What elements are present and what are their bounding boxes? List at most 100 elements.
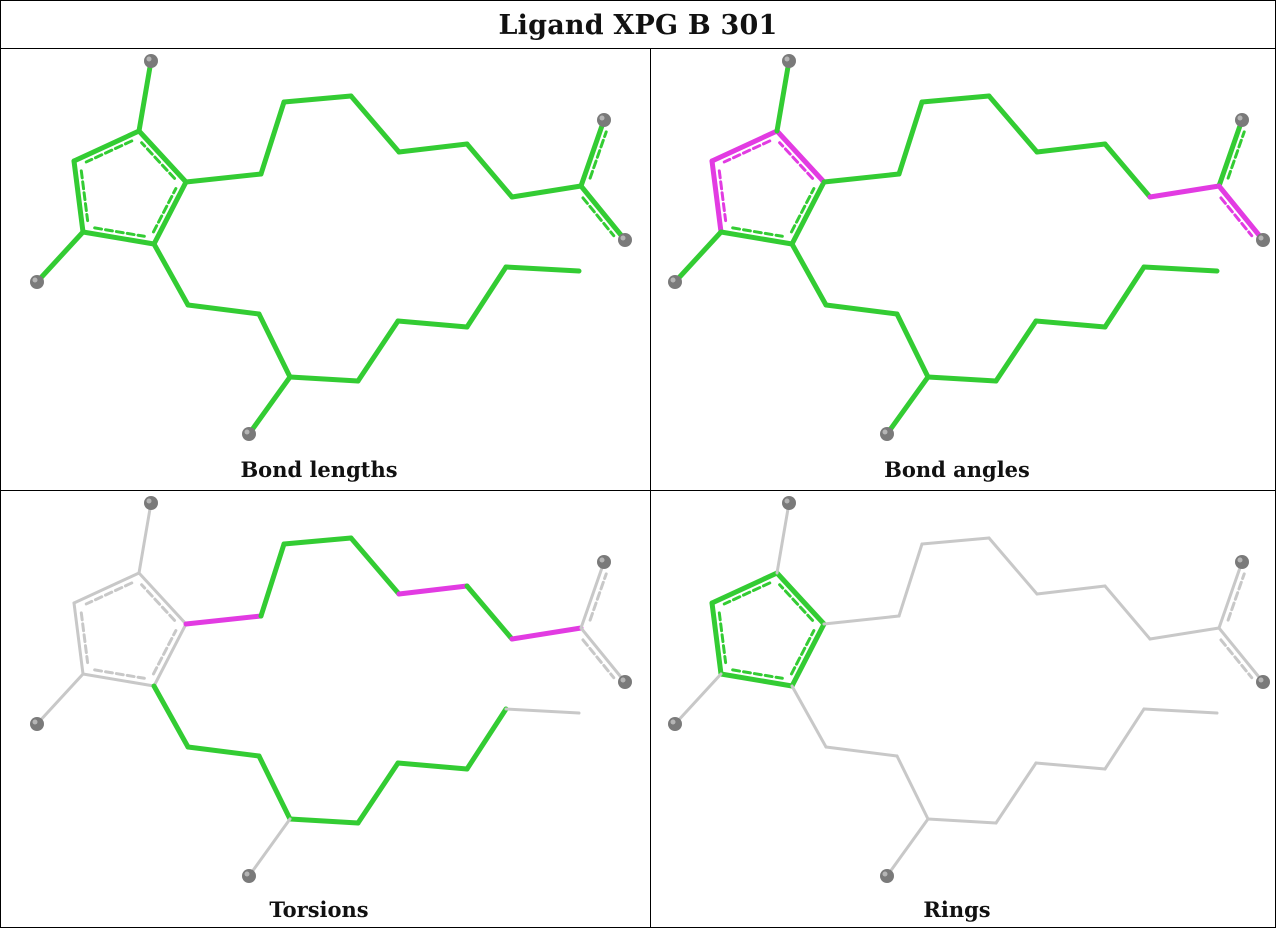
- bond-c4-c5: [396, 141, 470, 155]
- bond-d1-d2: [185, 302, 262, 317]
- atom-highlight: [1258, 235, 1264, 241]
- bond-c4-c5: [396, 583, 470, 597]
- atom-sphere: [618, 233, 632, 247]
- bond-c5-c6: [1102, 141, 1153, 200]
- atom-highlight: [1237, 115, 1243, 121]
- bond-d6-d7: [464, 706, 509, 772]
- double-bond-r4-r5: [151, 629, 178, 676]
- atom-sphere: [880, 427, 894, 441]
- bond-d7-d8: [503, 264, 582, 274]
- double-bond-c7-a1: [1226, 130, 1246, 180]
- double-bond-r2-r3: [717, 611, 728, 665]
- double-bond-r4-r5: [789, 187, 816, 234]
- bond-c5-c6: [1103, 584, 1152, 641]
- bond-r4-d1: [151, 683, 191, 750]
- bond-r1-r2: [709, 570, 780, 606]
- double-bond-r3-r4: [731, 668, 784, 680]
- bond-r3-lA: [672, 229, 724, 285]
- double-bond-r1-r2: [722, 139, 772, 164]
- bond-c7-a1: [579, 560, 606, 630]
- double-bond-r4-r5: [151, 187, 178, 234]
- bond-d1-d2: [823, 302, 900, 317]
- atom-sphere: [1235, 113, 1249, 127]
- molecule-image-bond-angles: [668, 54, 1270, 441]
- bond-d7-d8: [504, 707, 581, 715]
- molecule-image-rings: [668, 496, 1270, 883]
- bond-c2-c3: [920, 536, 991, 546]
- bond-c6-c7: [1148, 626, 1221, 641]
- panel-torsions: Torsions: [1, 491, 637, 931]
- bond-r3-r4: [718, 229, 795, 247]
- bond-c7-a2: [579, 626, 627, 684]
- bond-tA-r1: [775, 501, 791, 575]
- atom-highlight: [244, 871, 250, 877]
- double-bond-c7-a1: [588, 572, 608, 622]
- bond-d5-d6: [395, 760, 470, 772]
- bond-r1-r2: [71, 128, 142, 164]
- panel-caption: Torsions: [269, 897, 369, 922]
- double-bond-r5-r1: [778, 141, 815, 180]
- atom-sphere: [30, 717, 44, 731]
- bond-c5-c6: [464, 141, 515, 200]
- bond-r4-r5: [152, 622, 188, 688]
- double-bond-r5-r1: [140, 141, 177, 180]
- atom-sphere: [144, 54, 158, 68]
- bond-c2-c3: [281, 93, 354, 105]
- atom-sphere: [144, 496, 158, 510]
- bond-r5-c1: [822, 614, 901, 626]
- bond-d3-bA: [884, 374, 931, 437]
- double-bond-c7-a2: [581, 196, 616, 238]
- bond-r3-r4: [81, 672, 156, 688]
- bond-r1-r2: [72, 571, 141, 605]
- bond-r1-r2: [709, 128, 780, 164]
- panel-caption: Rings: [923, 897, 991, 922]
- double-bond-c7-a2: [1219, 196, 1254, 238]
- bond-c6-c7: [509, 625, 584, 642]
- atom-highlight: [620, 677, 626, 683]
- bond-d2-d3: [894, 311, 931, 380]
- title-cell: Ligand XPG B 301: [0, 0, 1276, 48]
- bond-c3-c4: [348, 93, 402, 155]
- bond-c7-a2: [578, 183, 628, 243]
- bond-tA-r1: [137, 501, 153, 575]
- bond-d1-d2: [824, 745, 899, 758]
- atom-sphere: [242, 427, 256, 441]
- atom-highlight: [1237, 557, 1243, 563]
- atom-sphere: [1235, 555, 1249, 569]
- bond-r5-c1: [183, 171, 264, 185]
- bond-c7-a1: [1217, 560, 1244, 630]
- atom-sphere: [242, 869, 256, 883]
- atom-highlight: [32, 277, 38, 283]
- double-bond-r5-r1: [140, 583, 177, 622]
- atom-highlight: [670, 277, 676, 283]
- atom-sphere: [1256, 675, 1270, 689]
- bond-d5-d6: [1034, 761, 1107, 771]
- bond-c5-c6: [464, 583, 515, 642]
- bond-r5-r1: [137, 571, 188, 626]
- atom-sphere: [782, 54, 796, 68]
- bond-c7-a2: [1217, 626, 1265, 684]
- double-bond-r3-r4: [731, 226, 784, 238]
- bond-d7-d8: [1141, 264, 1220, 274]
- bond-d3-d4: [287, 374, 361, 384]
- panel-bond-lengths: Bond lengths: [1, 49, 637, 489]
- table-rule-left: [0, 0, 1, 928]
- atom-sphere: [668, 275, 682, 289]
- bond-tA-r1: [136, 58, 154, 134]
- double-bond-r1-r2: [722, 581, 772, 606]
- bond-d4-d5: [994, 761, 1038, 825]
- bond-d4-d5: [355, 760, 401, 826]
- double-bond-r4-r5: [789, 629, 816, 676]
- double-bond-c7-a1: [588, 130, 608, 180]
- bond-c4-c5: [1034, 141, 1108, 155]
- atom-highlight: [784, 56, 790, 62]
- double-bond-r2-r3: [79, 169, 90, 223]
- bond-c1-c2: [258, 99, 287, 177]
- page-title: Ligand XPG B 301: [498, 10, 778, 41]
- double-bond-c7-a1: [1226, 572, 1246, 622]
- atom-highlight: [882, 429, 888, 435]
- bond-d3-bA: [246, 374, 293, 437]
- bond-r3-r4: [80, 229, 157, 247]
- panel-caption: Bond angles: [884, 457, 1030, 482]
- atom-highlight: [146, 498, 152, 504]
